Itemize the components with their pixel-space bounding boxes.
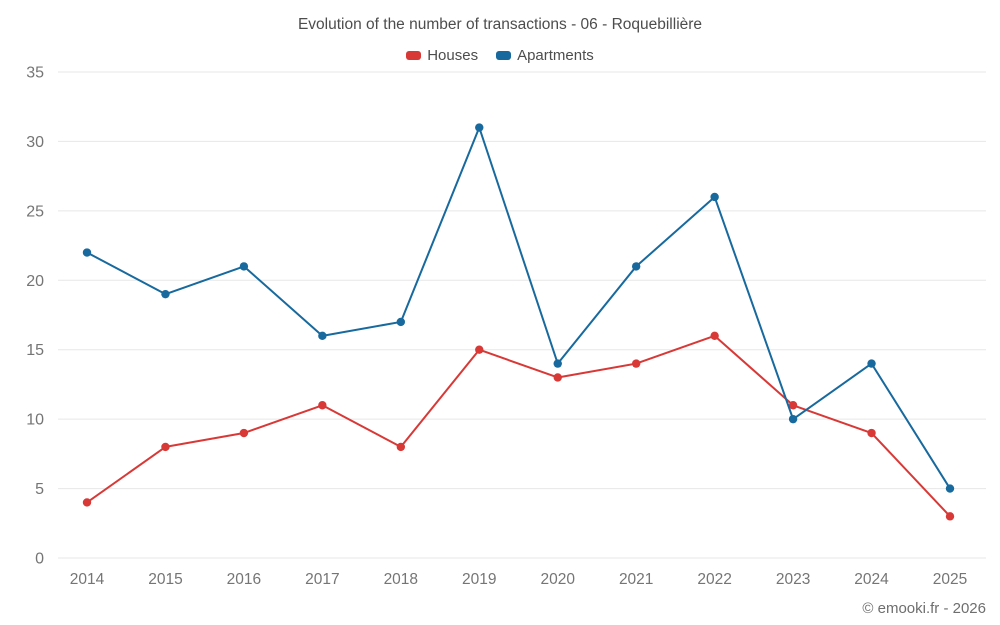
data-point-apartments-2017[interactable] (318, 331, 327, 341)
y-tick-label: 15 (26, 342, 44, 359)
x-tick-label: 2021 (619, 571, 653, 588)
data-point-apartments-2015[interactable] (161, 289, 170, 299)
x-tick-label: 2015 (148, 571, 182, 588)
y-tick-label: 25 (26, 203, 44, 220)
data-point-houses-2024[interactable] (867, 428, 876, 438)
data-point-houses-2023[interactable] (788, 401, 798, 410)
y-tick-label: 0 (35, 551, 44, 568)
series-line-apartments (86, 126, 951, 490)
data-point-apartments-2022[interactable] (710, 192, 719, 202)
data-point-houses-2020[interactable] (553, 373, 562, 382)
y-tick-label: 20 (26, 273, 44, 290)
legend-label-houses: Houses (427, 47, 479, 64)
legend-item-houses[interactable]: Houses (406, 47, 478, 64)
data-point-apartments-2018[interactable] (396, 317, 406, 327)
data-point-houses-2021[interactable] (631, 359, 641, 368)
legend-label-apartments: Apartments (517, 47, 594, 64)
y-tick-label: 30 (26, 134, 44, 151)
x-tick-label: 2025 (933, 571, 967, 588)
x-tick-label: 2020 (540, 571, 575, 588)
y-tick-label: 10 (26, 412, 44, 429)
x-tick-label: 2016 (227, 571, 261, 588)
data-point-houses-2025[interactable] (945, 512, 955, 521)
x-tick-label: 2018 (384, 571, 418, 588)
x-tick-label: 2024 (854, 571, 889, 588)
x-tick-label: 2023 (776, 571, 810, 588)
data-point-houses-2015[interactable] (161, 442, 170, 452)
data-point-houses-2017[interactable] (318, 401, 327, 410)
data-point-houses-2016[interactable] (239, 428, 249, 438)
data-point-apartments-2021[interactable] (631, 262, 641, 271)
data-point-apartments-2020[interactable] (553, 359, 562, 368)
houses-legend-marker-icon (406, 51, 422, 60)
apartments-legend-marker-icon (496, 51, 512, 60)
data-point-houses-2019[interactable] (475, 345, 484, 354)
x-tick-label: 2019 (462, 571, 496, 588)
data-point-apartments-2014[interactable] (82, 248, 92, 257)
y-tick-label: 35 (26, 65, 44, 82)
x-tick-label: 2022 (697, 571, 731, 588)
y-tick-label: 5 (35, 481, 44, 498)
legend-item-apartments[interactable]: Apartments (496, 47, 594, 64)
data-point-houses-2018[interactable] (396, 442, 406, 452)
data-point-houses-2014[interactable] (82, 498, 92, 507)
data-point-apartments-2025[interactable] (945, 484, 955, 493)
x-tick-label: 2017 (305, 571, 339, 588)
data-point-houses-2022[interactable] (710, 331, 719, 341)
data-point-apartments-2016[interactable] (239, 262, 249, 271)
chart-title: Evolution of the number of transactions … (297, 16, 703, 33)
chart-legend: Houses Apartments (0, 47, 1000, 64)
x-tick-label: 2014 (70, 571, 105, 588)
data-point-apartments-2019[interactable] (475, 123, 484, 132)
data-point-apartments-2023[interactable] (788, 414, 798, 424)
copyright-credit: © emooki.fr - 2026 (862, 600, 986, 617)
data-point-apartments-2024[interactable] (867, 359, 876, 368)
series-line-houses (86, 334, 951, 518)
